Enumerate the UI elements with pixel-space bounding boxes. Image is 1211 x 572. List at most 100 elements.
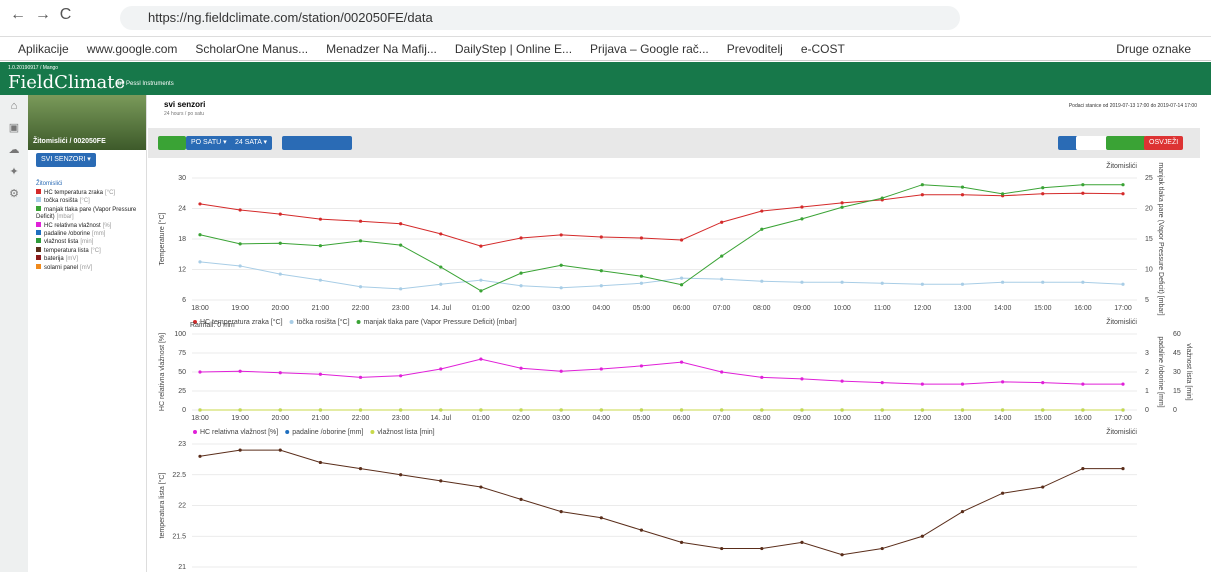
data-point [359, 376, 362, 379]
x-tick-label: 10:00 [833, 305, 851, 312]
sensor-item[interactable]: HC relativna vlažnost[%] [36, 222, 144, 230]
tick-label: 3 [1145, 350, 1149, 357]
bookmark[interactable]: Prevoditelj [727, 37, 783, 60]
sensor-item[interactable]: točka rosišta[°C] [36, 197, 144, 205]
data-point [439, 283, 442, 286]
data-point [359, 220, 362, 223]
x-tick-label: 08:00 [753, 305, 771, 312]
data-point [840, 281, 843, 284]
tick-label: 60 [1173, 331, 1181, 338]
data-point [198, 455, 201, 458]
station-banner: Žitomislići / 002050FE [28, 95, 146, 150]
axis-title: padaline /oborine [mm] [1157, 336, 1164, 407]
data-point [439, 479, 442, 482]
url[interactable]: https://ng.fieldclimate.com/station/0020… [120, 6, 960, 30]
data-point [439, 265, 442, 268]
data-point [319, 279, 322, 282]
data-point [1081, 408, 1084, 411]
data-point [1121, 283, 1124, 286]
nav-buttons[interactable]: ← → C [10, 6, 71, 24]
sensor-item[interactable]: manjak tlaka pare (Vapor Pressure Defici… [36, 206, 144, 222]
data-point [519, 498, 522, 501]
bookmark[interactable]: www.google.com [87, 37, 178, 60]
x-tick-label: 07:00 [713, 415, 731, 422]
data-point [600, 408, 603, 411]
data-point [279, 408, 282, 411]
sensor-color [36, 238, 41, 243]
data-point [1081, 183, 1084, 186]
sensor-color [36, 264, 41, 269]
x-tick-label: 12:00 [914, 415, 932, 422]
sensor-unit: [°C] [91, 248, 101, 254]
x-tick-label: 06:00 [673, 305, 691, 312]
sensor-button[interactable]: SVI SENZORI ▾ [36, 153, 96, 167]
data-point [600, 269, 603, 272]
x-tick-label: 23:00 [392, 305, 410, 312]
data-point [560, 408, 563, 411]
sensor-name: temperatura lista [44, 248, 89, 254]
data-point [800, 541, 803, 544]
legend-label: vlažnost lista [min] [377, 429, 434, 436]
series-line [200, 359, 1123, 384]
bookmark[interactable]: Prijava – Google rač... [590, 37, 709, 60]
x-tick-label: 14. Jul [430, 305, 451, 312]
logo-sub: by Pessl Instruments [118, 81, 174, 87]
data-point [1041, 485, 1044, 488]
data-point [1041, 281, 1044, 284]
bookmark[interactable]: e-COST [801, 37, 845, 60]
sensor-item[interactable]: baterija[mV] [36, 255, 144, 263]
tick-label: 100 [174, 331, 186, 338]
data-point [279, 272, 282, 275]
data-point [399, 244, 402, 247]
bookmark[interactable]: Menadzer Na Mafij... [326, 37, 437, 60]
version: 1.0.20190917 / Mango [8, 65, 58, 71]
bookmark[interactable]: DailyStep | Online E... [455, 37, 572, 60]
axis-title: HC relativna vlažnost [%] [159, 333, 166, 411]
x-tick-label: 17:00 [1114, 305, 1132, 312]
series-line [200, 262, 1123, 289]
x-tick-label: 22:00 [352, 415, 370, 422]
x-tick-label: 20:00 [271, 415, 289, 422]
bookmark[interactable]: Aplikacije [18, 37, 69, 60]
x-tick-label: 11:00 [874, 415, 891, 422]
tick-label: 15 [1145, 236, 1153, 243]
data-point [1041, 408, 1044, 411]
sensor-item[interactable]: HC temperatura zraka[°C] [36, 189, 144, 197]
station-label: Žitomislići [1106, 427, 1137, 436]
tick-label: 22.5 [172, 472, 186, 479]
x-tick-label: 18:00 [191, 415, 209, 422]
axis-title: temperatura lista [°C] [158, 473, 166, 539]
bookmark[interactable]: ScholarOne Manus... [195, 37, 308, 60]
data-point [239, 370, 242, 373]
station-label: Žitomislići [1106, 161, 1137, 170]
sensor-item[interactable]: padaline /oborine[mm] [36, 230, 144, 238]
sensor-item[interactable]: vlažnost lista[min] [36, 238, 144, 246]
tick-label: 10 [1145, 267, 1153, 274]
address-bar: ← → C https://ng.fieldclimate.com/statio… [0, 0, 1211, 37]
data-point [680, 361, 683, 364]
data-point [479, 279, 482, 282]
data-point [961, 283, 964, 286]
tick-label: 1 [1145, 388, 1149, 395]
data-point [800, 377, 803, 380]
tick-label: 2 [1145, 369, 1149, 376]
tree-root[interactable]: Žitomislići [36, 181, 62, 187]
data-point [1081, 383, 1084, 386]
data-point [560, 370, 563, 373]
data-point [600, 284, 603, 287]
data-point [921, 383, 924, 386]
data-point [760, 209, 763, 212]
sensor-item[interactable]: temperatura lista[°C] [36, 247, 144, 255]
data-point [359, 239, 362, 242]
data-point [198, 408, 201, 411]
sensor-item[interactable]: solarni panel[mV] [36, 264, 144, 272]
data-point [1001, 408, 1004, 411]
data-point [1081, 467, 1084, 470]
tick-label: 25 [1145, 175, 1153, 182]
x-tick-label: 02:00 [512, 415, 530, 422]
sidebar-icons[interactable]: ⌂▣☁✦⚙ [0, 95, 28, 572]
sensor-color [36, 255, 41, 260]
data-point [359, 467, 362, 470]
tick-label: 6 [182, 297, 186, 304]
sensor-color [36, 230, 41, 235]
